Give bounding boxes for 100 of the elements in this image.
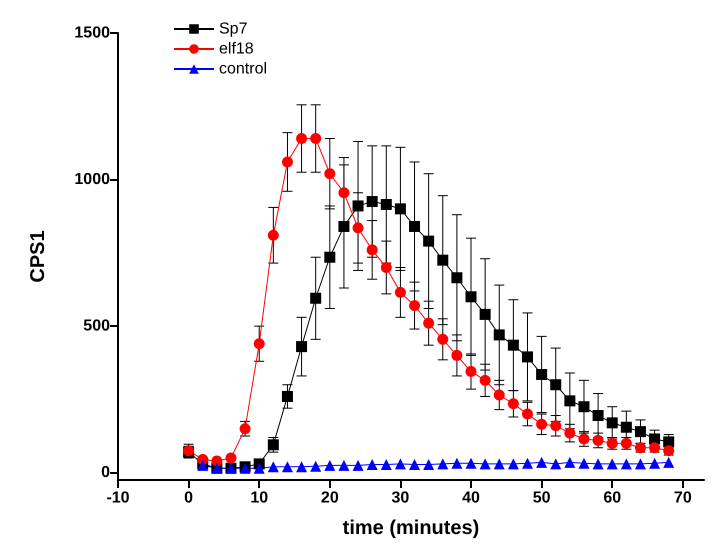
point [536,418,548,430]
x-axis-title: time (minutes) [342,517,480,539]
point [480,308,491,320]
point [366,458,378,470]
point [423,458,434,470]
point [211,455,222,466]
point [480,374,491,386]
y-axis-title: CPS1 [27,230,49,283]
point [620,422,632,433]
point [620,458,632,470]
point [466,458,477,469]
point [466,291,477,302]
x-tick-label: 70 [674,490,692,506]
x-tick-label: 10 [250,490,268,506]
legend-label: elf18 [219,40,254,58]
point [508,398,519,410]
point [296,341,308,352]
point [310,460,322,472]
point [394,286,406,298]
point [296,461,308,472]
point [592,410,604,422]
point [550,458,562,470]
point [423,318,434,329]
y-tick-label: 500 [83,318,110,335]
point [578,433,590,444]
point [423,236,434,247]
point [310,292,322,304]
point [394,203,406,214]
point [380,198,392,210]
y-tick-label: 1000 [74,171,110,188]
point [352,460,364,471]
point [394,458,406,470]
point [592,434,604,446]
point [296,133,308,144]
point [324,168,336,180]
point [254,462,265,474]
point [536,456,548,468]
point [578,401,590,412]
point [451,350,462,361]
x-tick-label: 50 [532,490,551,506]
point [480,458,491,470]
point [522,408,533,420]
point [409,300,420,312]
point [380,458,392,470]
point [550,379,562,390]
point [494,458,505,470]
point [282,156,293,168]
point [451,272,462,284]
point [522,351,533,362]
point [550,420,562,432]
point [578,458,590,469]
y-tick-label: 0 [101,464,110,482]
point [592,458,604,470]
point [451,458,462,469]
x-tick-label: 40 [462,490,480,506]
point [522,458,533,469]
x-tick-label: 60 [603,490,622,506]
point [324,460,336,471]
point [606,458,618,470]
point [282,390,293,402]
point [508,458,519,470]
point [225,452,236,464]
point [606,417,618,428]
legend-label: control [219,60,268,78]
point [338,460,350,471]
point [466,366,477,378]
point [564,428,576,439]
point [564,395,576,406]
point [268,439,279,450]
point [310,133,322,144]
point [366,244,378,256]
point [437,334,448,345]
x-tick-label: -10 [106,490,130,506]
point [352,200,364,212]
point [437,458,448,470]
point [508,340,519,351]
x-tick-label: 0 [184,490,194,506]
point [663,456,674,468]
point [536,368,548,380]
point [254,338,265,350]
point [352,222,364,234]
legend-label: Sp7 [219,20,248,38]
point [338,187,350,198]
point [409,458,420,470]
point [366,196,378,208]
x-tick-label: 30 [392,490,410,506]
point [268,461,279,472]
x-tick-label: 20 [320,490,339,506]
point [240,423,251,434]
point [409,220,420,232]
point [634,458,646,470]
point [494,390,505,400]
point [634,426,646,438]
point [268,230,279,241]
point [649,442,660,454]
point [324,252,336,263]
point [663,445,674,456]
point [380,262,392,273]
point [564,456,576,468]
y-tick-label: 1500 [74,24,110,42]
